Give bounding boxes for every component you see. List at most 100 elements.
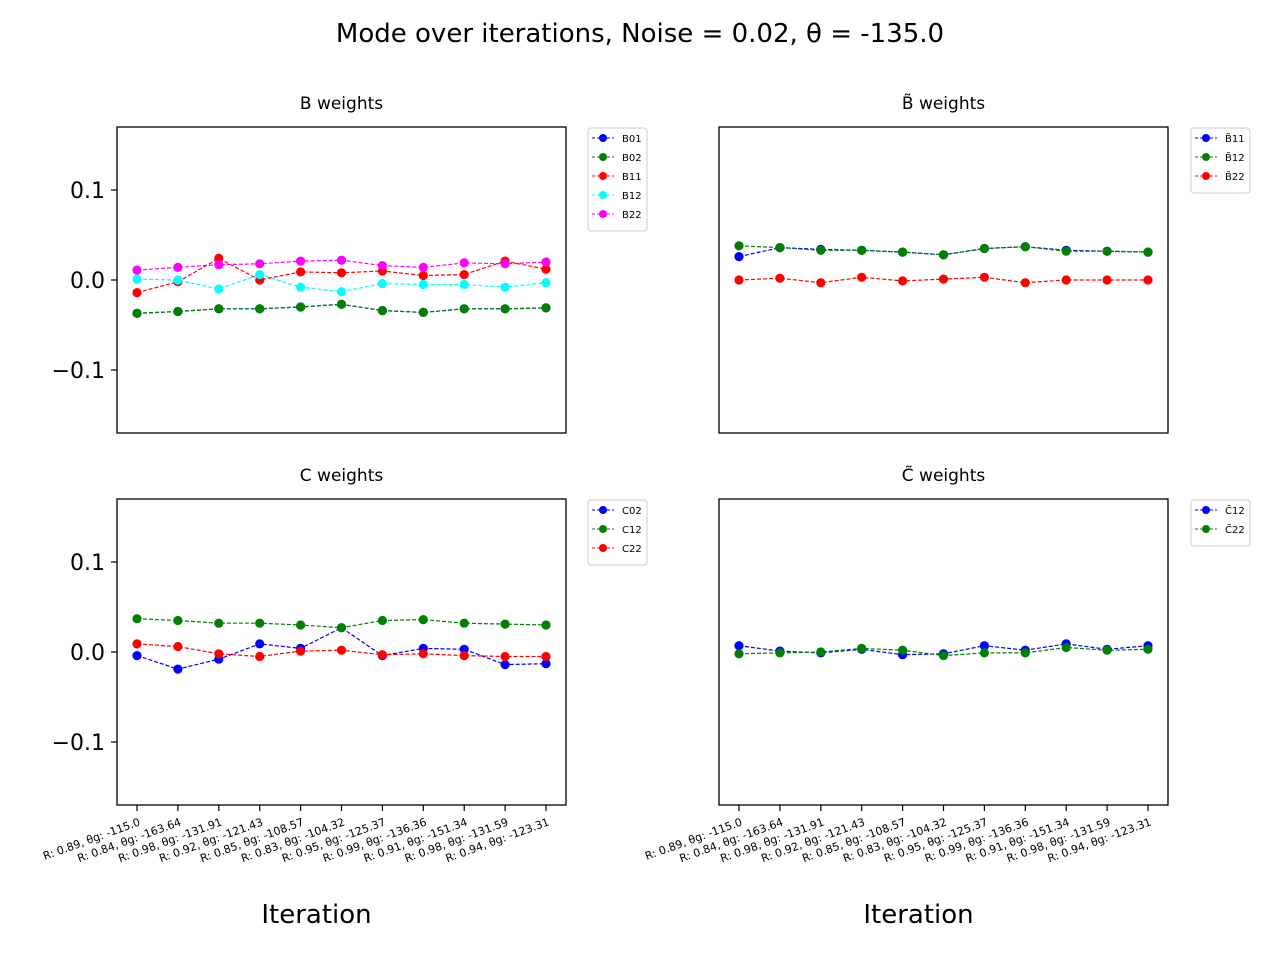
data-point — [734, 275, 744, 285]
data-point — [296, 620, 306, 630]
y-tick-label: 0.1 — [70, 551, 105, 576]
data-point — [459, 279, 469, 290]
data-point — [296, 646, 306, 656]
data-point — [377, 650, 387, 660]
data-point — [255, 639, 265, 649]
legend-marker — [1202, 134, 1210, 142]
data-point — [132, 265, 142, 275]
data-point — [938, 274, 949, 284]
data-point — [418, 270, 428, 281]
data-point — [857, 245, 867, 255]
series-2 — [734, 272, 1153, 288]
data-point — [132, 639, 142, 649]
data-point — [979, 641, 990, 651]
data-point — [734, 641, 744, 651]
data-point — [255, 304, 265, 314]
x-axis-label: Iteration — [863, 900, 973, 930]
data-point — [541, 620, 551, 630]
data-point — [938, 250, 949, 260]
data-point — [255, 651, 265, 662]
data-point — [132, 651, 142, 661]
legend-marker — [599, 506, 607, 514]
series-3 — [132, 270, 551, 297]
legend-marker — [599, 191, 607, 199]
legend-entry: C02 — [622, 506, 642, 517]
data-point — [541, 257, 551, 267]
data-point — [214, 618, 224, 628]
data-point — [214, 304, 224, 314]
subplot-title: B weights — [300, 94, 383, 114]
data-point — [500, 282, 510, 292]
data-point — [938, 651, 949, 661]
legend-marker — [599, 210, 607, 218]
data-point — [816, 647, 826, 657]
series-4 — [132, 255, 551, 275]
legend-marker — [599, 153, 607, 161]
data-point — [418, 615, 428, 625]
legend: C02 C12 C22 — [587, 499, 648, 566]
legend-entry: B11 — [622, 172, 642, 183]
data-point — [816, 278, 826, 288]
data-point — [898, 247, 908, 257]
data-point — [336, 645, 347, 655]
data-point — [214, 253, 224, 263]
data-point — [500, 651, 510, 662]
data-point — [979, 648, 990, 658]
data-point — [296, 256, 306, 266]
legend-entry: B01 — [622, 134, 642, 145]
legend-marker — [599, 172, 607, 180]
data-point — [541, 278, 551, 288]
subplot-2: B̃ weights B̃11 B̃12 B̃22 — [718, 93, 1251, 434]
legend: B̃11 B̃12 B̃22 — [1190, 127, 1251, 194]
data-point — [1020, 278, 1030, 288]
data-point — [1020, 648, 1030, 658]
data-point — [500, 619, 510, 629]
data-point — [1102, 275, 1112, 285]
data-point — [336, 268, 347, 278]
data-point — [979, 243, 990, 254]
data-point — [336, 623, 347, 633]
legend-marker — [599, 544, 607, 552]
data-point — [541, 651, 551, 662]
data-point — [418, 649, 428, 659]
data-point — [336, 299, 347, 309]
data-point — [377, 306, 387, 316]
data-point — [418, 307, 428, 317]
y-tick-label: −0.1 — [52, 731, 105, 756]
series-1 — [734, 241, 1153, 260]
data-point — [1061, 275, 1071, 285]
series-1 — [132, 299, 551, 318]
data-point — [214, 284, 224, 294]
subplot-title: C weights — [300, 466, 384, 486]
legend-entry: B̃11 — [1225, 132, 1245, 145]
data-point — [734, 241, 744, 251]
data-point — [377, 279, 387, 289]
legend-marker — [599, 134, 607, 142]
y-tick-label: 0.1 — [70, 179, 105, 204]
legend: B01 B02 B11 B12 B22 — [587, 127, 648, 232]
legend-entry: B02 — [622, 153, 642, 164]
data-point — [336, 287, 347, 297]
data-point — [255, 259, 265, 269]
data-point — [296, 302, 306, 312]
y-tick-label: 0.0 — [70, 269, 105, 294]
data-point — [255, 270, 265, 280]
y-tick-label: −0.1 — [52, 359, 105, 384]
data-point — [132, 614, 142, 624]
data-point — [377, 615, 387, 626]
data-point — [214, 260, 224, 270]
data-point — [296, 282, 306, 292]
data-point — [459, 644, 469, 654]
data-point — [173, 642, 183, 652]
x-axis-label: Iteration — [261, 900, 371, 930]
subplot-grid: B weights 0.1 0.0 −0.1 B01 B02 B11 B12 B22 B̃ wei… — [41, 93, 1251, 930]
legend-marker — [1202, 172, 1210, 180]
data-point — [734, 252, 744, 262]
data-point — [173, 306, 183, 317]
data-point — [377, 261, 387, 271]
data-point — [132, 274, 142, 284]
data-point — [459, 304, 469, 314]
data-point — [541, 659, 551, 669]
series-1 — [734, 642, 1153, 661]
